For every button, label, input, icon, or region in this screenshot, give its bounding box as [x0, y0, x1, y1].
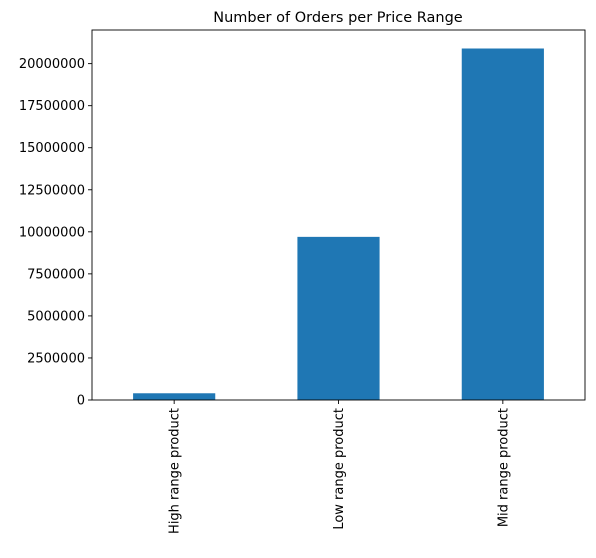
- y-tick-label-1: 2500000: [27, 351, 85, 366]
- bars-layer: [133, 48, 544, 400]
- x-tick-label-1: Low range product: [332, 408, 347, 530]
- x-axis: High range product Low range product Mid r…: [168, 400, 511, 534]
- y-tick-label-7: 17500000: [19, 99, 85, 114]
- bar-1: [297, 236, 380, 400]
- y-tick-label-6: 15000000: [19, 141, 85, 156]
- y-tick-label-3: 7500000: [27, 267, 85, 282]
- y-tick-label-2: 5000000: [27, 309, 85, 324]
- plot-frame: [91, 29, 586, 401]
- y-axis: 0 2500000 5000000 7500000 10000000 12500000 15…: [19, 57, 92, 409]
- bar-0: [133, 393, 216, 400]
- x-tick-label-2: Mid range product: [496, 408, 511, 527]
- y-tick-label-0: 0: [77, 394, 85, 409]
- y-tick-label-4: 10000000: [19, 225, 85, 240]
- y-tick-label-8: 20000000: [19, 57, 85, 72]
- x-tick-label-0: High range product: [168, 408, 183, 534]
- chart-title: Number of Orders per Price Range: [213, 10, 463, 26]
- bar-2: [461, 48, 544, 400]
- y-tick-label-5: 12500000: [19, 183, 85, 198]
